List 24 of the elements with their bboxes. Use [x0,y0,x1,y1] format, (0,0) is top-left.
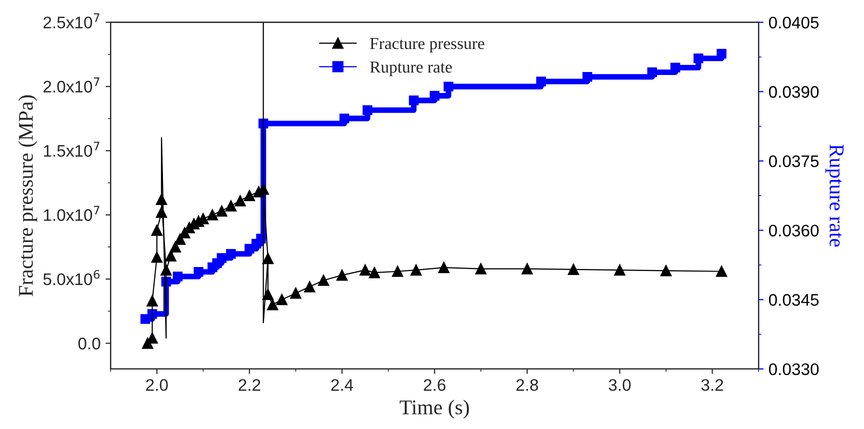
y-tick-label: 2.0x10$^{7}$ [44,78,100,93]
x-tick-label: 3.0 [608,379,631,391]
x-tick-label: 2.0 [146,379,168,391]
legend-label: Fracture pressure [370,38,484,53]
y-tick-label: 5.0x10$^{6}$ [43,270,100,286]
y-tick-label: 0.0 [78,338,100,350]
x-axis-title: Time (s) [400,400,469,419]
x-tick-label: 2.2 [238,379,260,391]
y2-tick-label: 0.0375 [768,155,819,168]
x-tick-label: 2.4 [331,379,354,391]
y2-tick-label: 0.0345 [768,294,819,306]
y2-tick-label: 0.0330 [768,363,819,376]
y-axis-title: Fracture pressure (MPa) [18,95,38,296]
y2-axis-title: Rupture rate [825,144,844,247]
y-tick-label: 1.5x10$^{7}$ [44,142,100,157]
x-tick-label: 2.8 [516,379,538,391]
y2-tick-label: 0.0390 [768,86,819,98]
y-tick-label: 1.0x10$^{7}$ [44,206,100,221]
legend-label: Rupture rate [370,62,452,76]
x-tick-label: 3.2 [701,379,724,391]
y2-tick-label: 0.0405 [768,16,819,29]
x-tick-label: 2.6 [424,379,446,391]
y2-tick-label: 0.0360 [768,224,819,236]
y-tick-label: 2.5x10$^{7}$ [44,13,100,28]
